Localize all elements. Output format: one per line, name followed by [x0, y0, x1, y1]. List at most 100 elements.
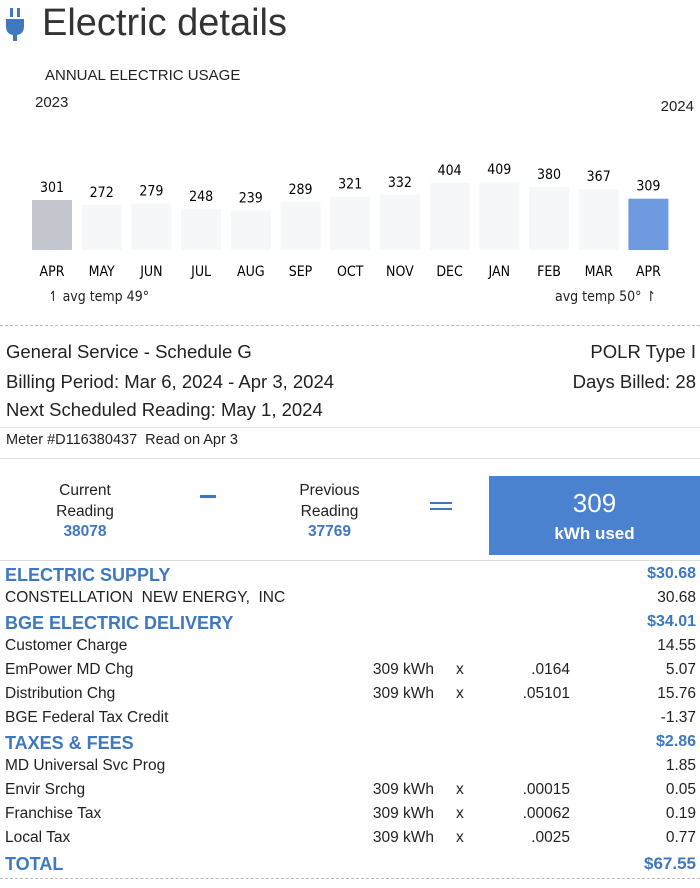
usage-value: 309 [636, 179, 660, 195]
row-amount: -1.37 [660, 709, 696, 726]
section-total: $2.86 [655, 733, 696, 750]
arrow-icon: ↿ [48, 289, 63, 305]
row-rate: .05101 [522, 685, 570, 702]
usage-value: 404 [438, 163, 462, 179]
usage-bar [131, 203, 172, 250]
usage-value: 409 [487, 162, 511, 178]
service: General Service - Schedule G [6, 341, 252, 362]
row-operator: x [456, 805, 464, 822]
page-title: Electric details [42, 2, 287, 44]
used-box: 309 kWh used [489, 476, 700, 555]
usage-bar [81, 204, 122, 250]
usage-bar [181, 208, 222, 250]
usage-bar [379, 194, 420, 250]
row-quantity: 309 kWh [372, 661, 434, 678]
usage-bar [578, 189, 619, 250]
month-label: OCT [337, 264, 364, 280]
month-label: SEP [289, 264, 313, 280]
current-reading: 38078 [63, 523, 107, 540]
temp-label: avg temp 49° [62, 289, 150, 305]
row-label: Customer Charge [5, 637, 128, 654]
used-unit: kWh used [554, 524, 635, 543]
divider [0, 458, 700, 459]
minus-sign [200, 495, 216, 498]
row-amount: 14.55 [657, 637, 696, 654]
row-label: Local Tax [5, 829, 71, 846]
divider [0, 878, 700, 879]
month-label: APR [40, 264, 65, 280]
usage-value: 321 [338, 177, 362, 193]
total-amount: $67.55 [644, 854, 696, 873]
arrow-icon: ↾ [641, 289, 656, 305]
divider [0, 560, 700, 561]
section-title: ELECTRIC SUPPLY [5, 565, 171, 585]
total-label: TOTAL [5, 854, 64, 874]
month-label: JAN [488, 264, 511, 280]
month-label: JUL [190, 264, 211, 280]
usage-bar [230, 210, 271, 250]
usage-value: 272 [90, 185, 114, 201]
row-amount: 0.77 [665, 829, 696, 846]
row-operator: x [456, 781, 464, 798]
row-rate: .0164 [531, 661, 570, 678]
usage-value: 289 [288, 182, 312, 198]
month-label: APR [636, 264, 661, 280]
month-label: DEC [436, 264, 463, 280]
usage-chart: 301 APR 272 MAY 279 JUN 248 JUL 239 AUG 289 SEP 321 O… [32, 162, 669, 280]
row-amount: 0.05 [665, 781, 696, 798]
divider [0, 427, 700, 428]
usage-bar [529, 186, 569, 250]
usage-value: 301 [40, 180, 64, 196]
usage-value: 239 [239, 190, 263, 206]
plug-icon [6, 8, 24, 41]
billing-period: Billing Period: Mar 6, 2024 - Apr 3, 202… [6, 371, 335, 392]
row-operator: x [456, 829, 464, 846]
usage-title: ANNUAL ELECTRIC USAGE [45, 67, 241, 84]
usage-value: 367 [587, 169, 611, 185]
section-title: TAXES & FEES [5, 733, 134, 753]
previous-label: Previous Reading [299, 482, 360, 520]
start-year: 2023 [35, 94, 69, 111]
divider [0, 325, 700, 326]
row-label: BGE Federal Tax Credit [5, 709, 169, 726]
previous-reading: 37769 [307, 523, 352, 540]
current-label: Current Reading [56, 482, 114, 520]
next-reading: Next Scheduled Reading: May 1, 2024 [6, 399, 323, 420]
row-label: Franchise Tax [5, 805, 102, 822]
row-label: Envir Srchg [5, 781, 86, 798]
row-amount: 5.07 [665, 661, 696, 678]
start-temp: ↿ avg temp 49° [48, 289, 149, 305]
row-label: Distribution Chg [5, 685, 116, 702]
equals-sign [430, 502, 452, 510]
usage-value: 380 [537, 167, 561, 183]
days-billed: Days Billed: 28 [572, 371, 696, 392]
usage-value: 332 [388, 175, 412, 191]
row-amount: 30.68 [657, 589, 696, 606]
month-label: MAY [89, 264, 115, 280]
row-amount: 1.85 [665, 757, 696, 774]
usage-bar [429, 182, 470, 250]
row-quantity: 309 kWh [372, 685, 434, 702]
usage-bar [479, 182, 520, 250]
row-label: CONSTELLATION NEW ENERGY, INC [5, 589, 286, 606]
row-quantity: 309 kWh [372, 805, 434, 822]
row-rate: .0025 [531, 829, 570, 846]
row-amount: 15.76 [657, 685, 696, 702]
usage-value: 279 [139, 184, 163, 200]
temp-label: avg temp 50° [554, 289, 642, 305]
row-rate: .00015 [522, 781, 570, 798]
month-label: FEB [537, 264, 561, 280]
end-temp: avg temp 50° ↾ [555, 289, 656, 305]
row-quantity: 309 kWh [372, 781, 434, 798]
month-label: NOV [386, 264, 414, 280]
row-quantity: 309 kWh [372, 829, 434, 846]
usage-bar [330, 196, 371, 250]
row-operator: x [456, 661, 464, 678]
month-label: JUN [139, 264, 162, 280]
usage-bar [280, 202, 321, 250]
section-total: $34.01 [647, 613, 696, 630]
usage-bar [32, 200, 72, 250]
section-title: BGE ELECTRIC DELIVERY [5, 613, 234, 633]
